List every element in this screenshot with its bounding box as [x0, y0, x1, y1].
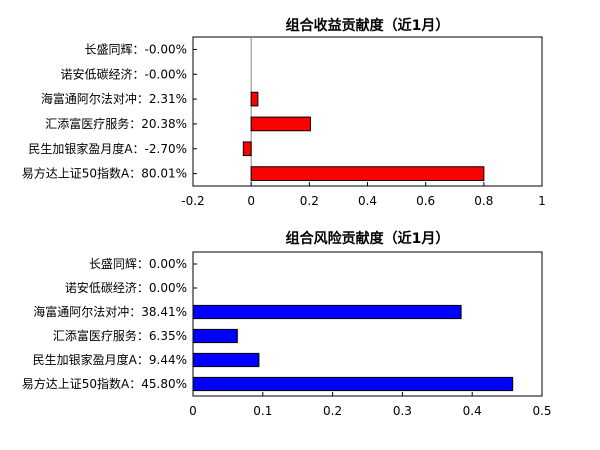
chart0-xtick-label: 0.6 [416, 194, 435, 208]
chart0-bar [250, 116, 311, 132]
chart0-bar [250, 91, 259, 107]
chart1-bar [192, 328, 238, 344]
chart1-bar [192, 352, 260, 368]
chart1-xtick-label: 0.5 [532, 404, 551, 418]
chart1-category-label: 民生加银家盈月度A：9.44% [33, 352, 187, 367]
chart0-title: 组合收益贡献度（近1月） [286, 17, 450, 34]
chart1-category-label: 汇添富医疗服务：6.35% [53, 328, 187, 343]
chart0-category-label: 民生加银家盈月度A：-2.70% [28, 141, 187, 156]
chart1-category-label: 长盛同辉：0.00% [89, 256, 187, 271]
chart1-xtick-label: 0 [189, 404, 197, 418]
chart0-category-label: 易方达上证50指数A：80.01% [22, 166, 187, 181]
chart1-category-label: 海富通阿尔法对冲：38.41% [33, 304, 187, 319]
chart0-bar [250, 166, 485, 181]
chart0-xtick-label: 0.2 [300, 194, 319, 208]
chart0-xtick-label: 0.4 [358, 194, 377, 208]
chart1-axes-frame [192, 251, 543, 397]
chart1-category-label: 易方达上证50指数A：45.80% [22, 376, 187, 391]
chart0-bar [242, 141, 252, 157]
chart1-xtick-label: 0.4 [463, 404, 482, 418]
chart1-xtick-label: 0.1 [253, 404, 272, 418]
chart1-title: 组合风险贡献度（近1月） [286, 230, 450, 247]
chart0-xtick-label: 0 [247, 194, 255, 208]
chart1-xtick-label: 0.3 [393, 404, 412, 418]
chart0-axes-frame [192, 36, 543, 187]
chart0-xtick-label: 0.8 [474, 194, 493, 208]
chart0-category-label: 汇添富医疗服务：20.38% [45, 116, 187, 131]
chart0-category-label: 海富通阿尔法对冲：2.31% [41, 91, 187, 106]
chart1-bar [192, 304, 462, 320]
chart0-xtick-label: 1 [538, 194, 546, 208]
chart1-bar [192, 376, 514, 392]
chart0-xtick-label: -0.2 [181, 194, 204, 208]
chart1-category-label: 诺安低碳经济：0.00% [65, 280, 187, 295]
chart0-category-label: 诺安低碳经济：-0.00% [61, 66, 187, 81]
chart0-category-label: 长盛同辉：-0.00% [85, 41, 187, 56]
chart1-xtick-label: 0.2 [323, 404, 342, 418]
